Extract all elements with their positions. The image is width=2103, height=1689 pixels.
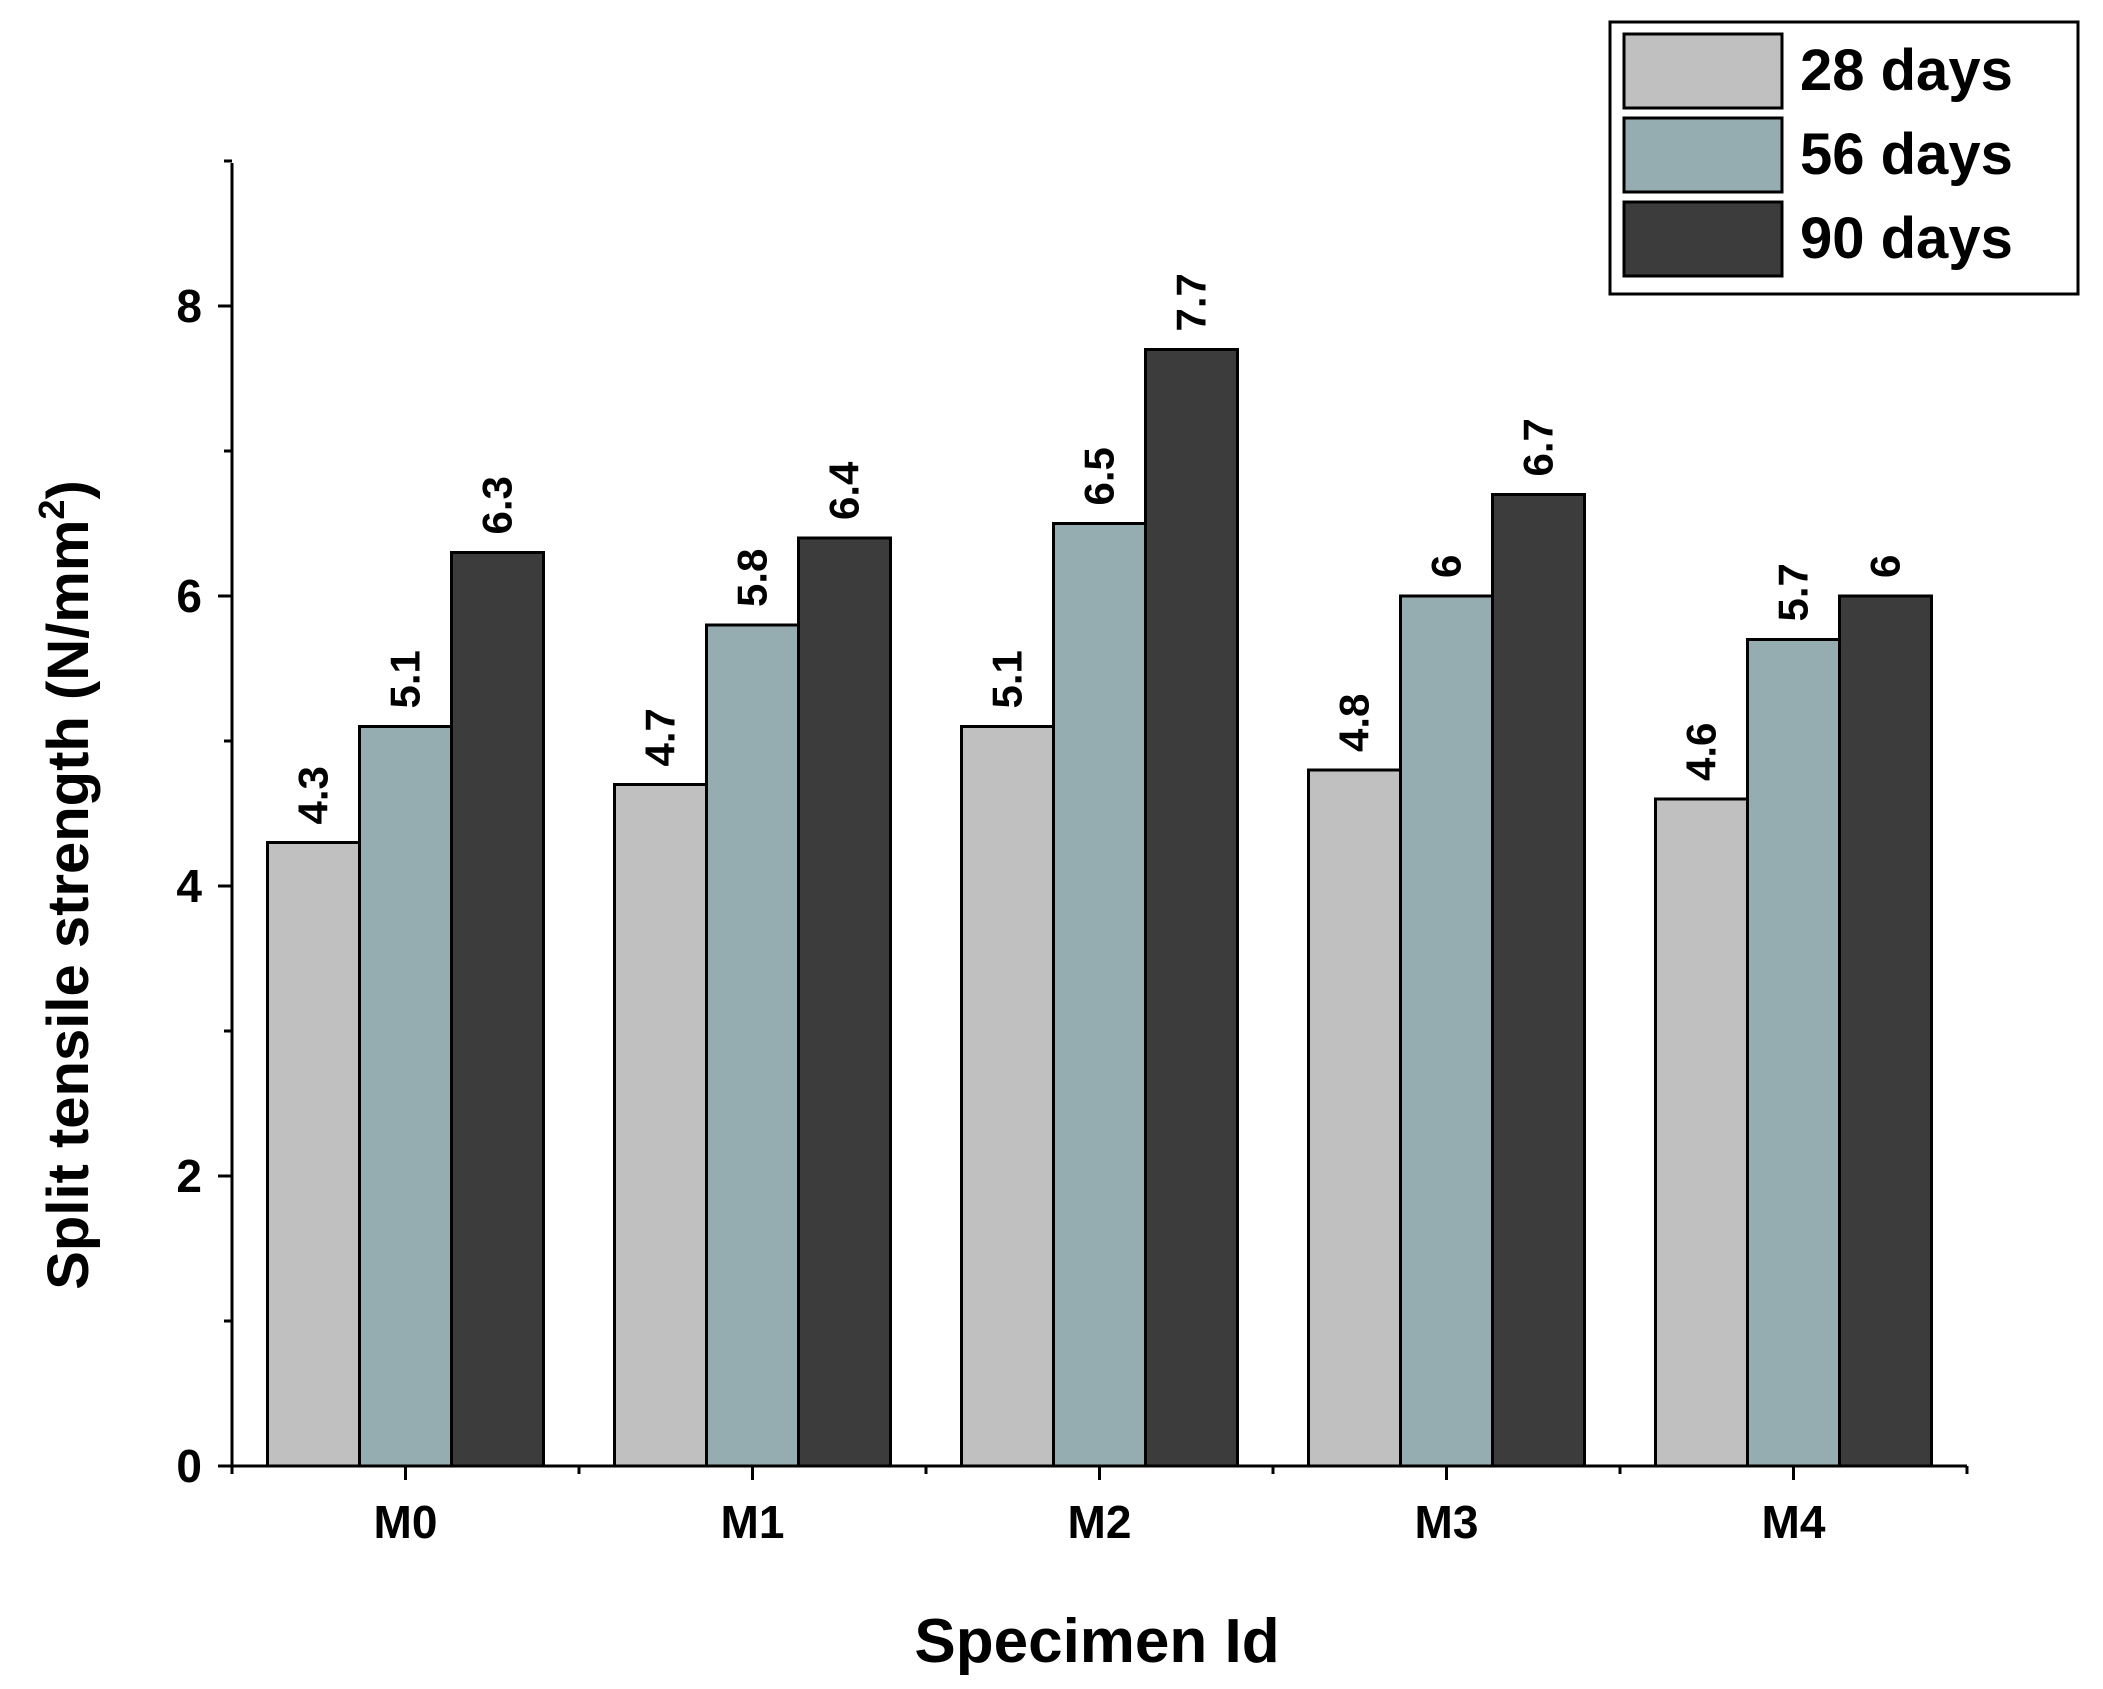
bar-m0-28-days: [266, 841, 361, 1468]
value-label: 5.8: [729, 549, 776, 607]
bar-m1-56-days: [705, 623, 800, 1468]
x-tick-label-m2: M2: [1068, 1496, 1132, 1548]
y-axis-title-close: ): [36, 480, 101, 499]
y-tick-label: 0: [176, 1440, 202, 1492]
bar-m3-90-days: [1491, 493, 1586, 1468]
value-label: 6.7: [1515, 418, 1562, 476]
x-tick-label-m4: M4: [1762, 1496, 1826, 1548]
bars: [266, 348, 1933, 1468]
legend-label-90-days: 90 days: [1800, 206, 2013, 271]
value-label: 4.7: [637, 708, 684, 766]
value-label: 5.7: [1770, 563, 1817, 621]
bar-m0-56-days: [358, 725, 453, 1468]
bar-m2-28-days: [960, 725, 1055, 1468]
ticks: 0 2 4 6 8 M0 M1 M2 M3 M4: [176, 159, 1969, 1548]
value-label: 6.3: [474, 476, 521, 534]
x-tick-label-m1: M1: [721, 1496, 785, 1548]
legend-swatch-56-days: [1622, 116, 1784, 194]
value-label: 6.4: [821, 461, 868, 520]
value-label: 5.1: [382, 650, 429, 708]
x-tick-label-m0: M0: [374, 1496, 438, 1548]
y-tick-label: 2: [176, 1150, 202, 1202]
bar-m4-28-days: [1654, 797, 1749, 1468]
value-label: 5.1: [984, 650, 1031, 708]
value-label: 6.5: [1076, 447, 1123, 505]
bar-m4-56-days: [1746, 638, 1841, 1468]
legend-label-56-days: 56 days: [1800, 122, 2013, 187]
value-label: 6: [1423, 555, 1470, 578]
value-label: 4.3: [290, 766, 337, 824]
bar-m3-56-days: [1399, 594, 1494, 1468]
y-tick-label: 8: [176, 280, 202, 332]
legend: 28 days 56 days 90 days: [1608, 20, 2080, 296]
bar-m2-56-days: [1052, 522, 1147, 1468]
bar-m3-28-days: [1307, 768, 1402, 1468]
x-tick-label-m3: M3: [1415, 1496, 1479, 1548]
bar-m4-90-days: [1838, 594, 1933, 1468]
legend-swatch-90-days: [1622, 200, 1784, 278]
value-label: 4.6: [1678, 723, 1725, 781]
y-tick-label: 6: [176, 570, 202, 622]
bar-m2-90-days: [1144, 348, 1239, 1468]
y-axis-title: Split tensile strength (N/mm2): [31, 480, 101, 1290]
bar-m1-90-days: [797, 536, 892, 1468]
y-axis-title-superscript: 2: [31, 500, 72, 520]
y-axis-title-main: Split tensile strength (N/mm: [36, 520, 101, 1290]
bar-m1-28-days: [613, 783, 708, 1468]
x-axis-title: Specimen Id: [914, 1607, 1279, 1676]
bar-m0-90-days: [450, 551, 545, 1468]
value-label: 4.8: [1331, 694, 1378, 752]
legend-label-28-days: 28 days: [1800, 38, 2013, 103]
value-labels: 4.3 5.1 6.3 4.7 5.8 6.4 5.1 6.5 7.7 4.8 6 6.7 4.6 5.7…: [290, 273, 1909, 824]
y-tick-label: 4: [176, 860, 202, 912]
value-label: 7.7: [1168, 273, 1215, 331]
legend-swatch-28-days: [1622, 32, 1784, 110]
value-label: 6: [1862, 555, 1909, 578]
